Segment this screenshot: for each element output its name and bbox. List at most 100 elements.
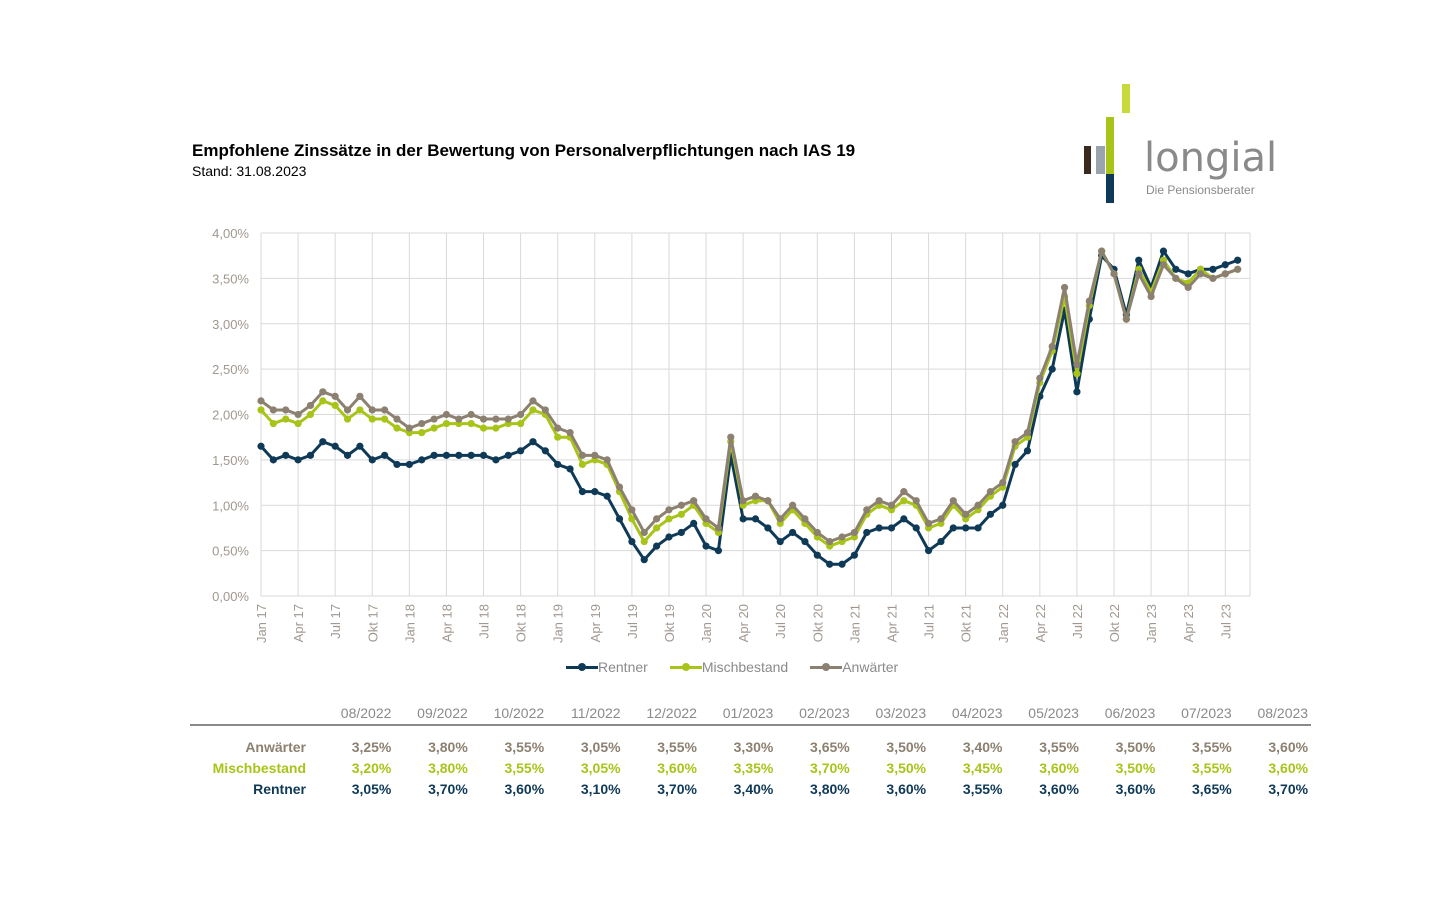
logo-bar-navy <box>1106 174 1114 203</box>
data-point <box>554 424 562 432</box>
data-point <box>1159 261 1168 269</box>
data-point <box>615 483 624 491</box>
logo-bar-green-top <box>1122 84 1130 113</box>
data-point <box>603 492 611 500</box>
data-point <box>343 406 352 414</box>
data-point <box>1234 265 1242 273</box>
table-cell: 3,50% <box>1115 759 1156 776</box>
data-point <box>640 537 648 546</box>
col-header: 11/2022 <box>570 705 621 721</box>
data-point <box>974 524 982 532</box>
col-header: 05/2023 <box>1028 705 1079 721</box>
data-point <box>826 560 834 568</box>
y-tick-label: 2,50% <box>212 362 249 377</box>
data-point <box>764 497 772 505</box>
data-point <box>1098 247 1106 255</box>
data-point <box>690 497 698 505</box>
data-point <box>418 419 426 428</box>
data-point <box>850 528 859 537</box>
col-header: 03/2023 <box>875 705 927 721</box>
data-point <box>343 451 352 459</box>
col-header: 08/2022 <box>340 705 392 721</box>
data-point <box>1135 256 1143 264</box>
row-label: Anwärter <box>245 738 306 755</box>
data-point <box>788 528 797 537</box>
data-point <box>739 515 747 523</box>
table-cell: 3,60% <box>1039 759 1079 776</box>
data-point <box>912 497 920 505</box>
data-point <box>455 451 463 459</box>
x-tick-label: Jan 23 <box>1144 604 1159 643</box>
data-point <box>257 442 265 450</box>
table-cell: 3,55% <box>962 780 1003 797</box>
data-point <box>1060 283 1069 292</box>
data-point <box>887 524 896 532</box>
x-tick-label: Jan 22 <box>996 604 1011 643</box>
data-point <box>282 451 290 459</box>
data-point <box>677 510 685 518</box>
data-point <box>541 406 549 414</box>
series-line-2 <box>260 249 1239 544</box>
x-tick-label: Okt 18 <box>514 604 529 642</box>
data-point <box>479 451 488 459</box>
chart-title: Empfohlene Zinssätze in der Bewertung vo… <box>192 141 856 160</box>
data-point <box>430 424 438 432</box>
data-point <box>578 488 587 496</box>
table-cell: 3,55% <box>657 738 697 755</box>
data-point <box>578 451 587 459</box>
table-cell: 3,60% <box>1039 780 1079 797</box>
data-point <box>1073 370 1081 378</box>
data-point <box>566 429 574 437</box>
table-cell: 3,50% <box>886 738 927 755</box>
data-point <box>690 519 698 528</box>
data-point <box>257 406 265 414</box>
table-cell: 3,10% <box>580 780 621 797</box>
data-point <box>393 460 401 469</box>
data-point <box>430 415 438 423</box>
table-cell: 3,55% <box>504 759 545 776</box>
col-header: 01/2023 <box>722 705 774 721</box>
data-point <box>405 460 413 469</box>
x-tick-label: Okt 22 <box>1107 604 1122 642</box>
data-point <box>1184 270 1192 278</box>
data-point <box>442 451 451 459</box>
table-cell: 3,55% <box>504 738 545 755</box>
data-point <box>628 515 636 523</box>
data-point <box>1135 270 1143 278</box>
data-point <box>356 406 364 414</box>
data-point <box>615 515 624 523</box>
data-point <box>776 537 784 546</box>
data-point <box>517 419 525 428</box>
data-point <box>269 456 277 464</box>
col-header: 07/2023 <box>1181 705 1232 721</box>
data-point <box>319 388 327 396</box>
x-tick-label: Apr 19 <box>588 604 603 642</box>
data-point <box>467 451 475 459</box>
legend-label-rentner: Rentner <box>598 659 648 675</box>
data-point <box>640 556 648 564</box>
legend-swatch-anwaerter <box>810 659 843 675</box>
table-row-rentner: Rentner 3,05% 3,70% 3,60% 3,10% 3,70% 3,… <box>190 778 1311 799</box>
legend-item-anwaerter: Anwärter <box>810 659 898 675</box>
data-point <box>331 442 339 450</box>
table-row-mischbestand: Mischbestand 3,20% 3,80% 3,55% 3,05% 3,6… <box>190 757 1311 778</box>
data-point <box>442 410 451 419</box>
x-tick-label: Apr 22 <box>1033 604 1048 642</box>
data-point <box>257 397 265 405</box>
data-point <box>801 515 809 523</box>
data-point <box>356 442 364 450</box>
legend-label-mischbestand: Mischbestand <box>701 659 789 675</box>
data-point <box>578 460 587 469</box>
data-point <box>381 415 389 423</box>
legend-swatch-rentner <box>566 659 598 675</box>
data-point <box>702 515 710 523</box>
data-point <box>269 406 277 414</box>
x-tick-label: Apr 17 <box>291 604 306 642</box>
data-point <box>1048 365 1056 373</box>
data-point <box>1122 315 1130 323</box>
legend-label-anwaerter: Anwärter <box>842 659 899 675</box>
data-point <box>937 537 945 546</box>
chart-legend: Rentner Mischbestand Anwärter <box>566 659 898 675</box>
x-tick-label: Jul 20 <box>773 604 788 639</box>
data-point <box>381 406 389 414</box>
